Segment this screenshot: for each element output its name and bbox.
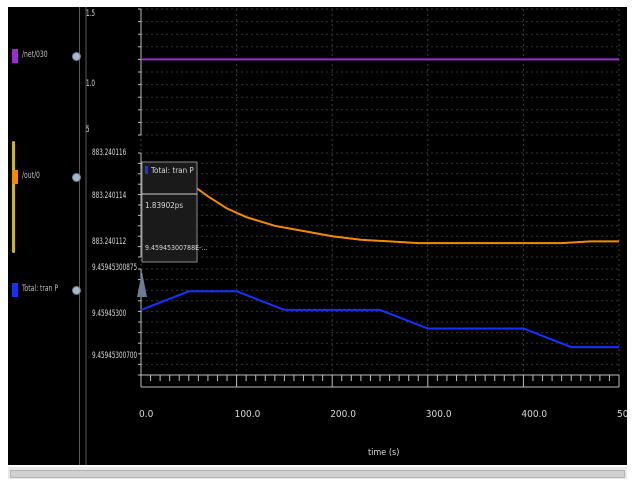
axes bbox=[85, 7, 620, 465]
legend-label: Total: tran P bbox=[22, 284, 59, 294]
x-axis: 0.0 100.0 200.0 300.0 400.0 500.0 time (s) bbox=[139, 409, 627, 458]
x-tick-label: 500.0 bbox=[617, 409, 627, 420]
plot-area[interactable]: 0.0 100.0 200.0 300.0 400.0 500.0 time (s) Tot… bbox=[8, 7, 627, 465]
eye-icon[interactable] bbox=[72, 173, 81, 182]
strip3-label-mid: 9.45945300 bbox=[92, 309, 127, 319]
traces bbox=[140, 58, 619, 349]
cursor-marker-icon bbox=[137, 272, 147, 297]
strip1-top-label: 1.5 bbox=[86, 9, 96, 19]
eye-icon[interactable] bbox=[72, 52, 81, 61]
x-tick-label: 400.0 bbox=[521, 409, 547, 420]
legend-label: /out/0 bbox=[22, 171, 40, 181]
x-tick-label: 100.0 bbox=[235, 409, 261, 420]
total-tran-p-color-swatch bbox=[12, 283, 18, 297]
x-tick-label: 0.0 bbox=[139, 409, 154, 420]
strip1-bottom-label: 5 bbox=[86, 125, 90, 135]
x-tick-label: 300.0 bbox=[426, 409, 452, 420]
cursor-tooltip: Total: tran P 1.83902ps 9.45945300788E-.… bbox=[137, 161, 207, 297]
grid bbox=[140, 8, 620, 376]
signal-legend-panel: /net/030 /out/0 Total: tran P bbox=[8, 7, 81, 465]
tooltip-title: Total: tran P bbox=[150, 166, 194, 175]
strip3-label-bottom: 9.45945300700 bbox=[92, 351, 138, 361]
strip2-label-top: 883.240116 bbox=[92, 148, 127, 158]
eye-icon[interactable] bbox=[72, 286, 81, 295]
strip2-label-mid: 883.240114 bbox=[92, 191, 127, 201]
scrollbar-track[interactable] bbox=[10, 470, 625, 478]
strip1-mid-label: 1.0 bbox=[86, 79, 96, 89]
selection-indicator bbox=[12, 141, 15, 253]
strip3-label-top: 9.45945300875 bbox=[92, 263, 138, 273]
strip2-label-bottom: 883.240112 bbox=[92, 237, 127, 247]
waveform-viewer: /net/030 /out/0 Total: tran P 1.5 1.0 5 … bbox=[8, 7, 627, 465]
tooltip-value: 9.45945300788E-... bbox=[145, 244, 207, 252]
tooltip-time: 1.83902ps bbox=[145, 201, 183, 210]
net030-color-swatch bbox=[12, 49, 18, 63]
x-tick-label: 200.0 bbox=[330, 409, 356, 420]
horizontal-scrollbar[interactable] bbox=[8, 465, 627, 479]
trace-total-tran-p bbox=[140, 290, 619, 349]
x-axis-title: time (s) bbox=[368, 448, 399, 458]
legend-label: /net/030 bbox=[22, 50, 48, 60]
out0-color-swatch bbox=[12, 170, 18, 184]
tooltip-swatch bbox=[145, 166, 148, 174]
